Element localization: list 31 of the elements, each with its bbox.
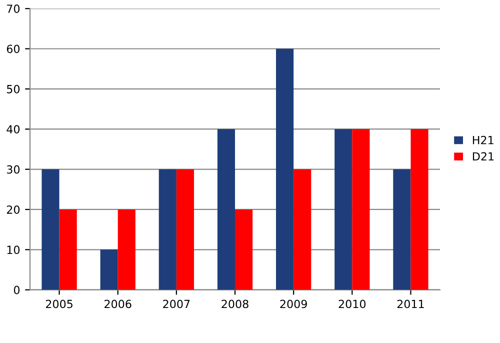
x-tick-label: 2011 <box>397 300 424 308</box>
bar <box>393 169 411 290</box>
bar <box>235 209 253 290</box>
y-tick-label: 70 <box>7 4 20 13</box>
bar <box>100 250 118 290</box>
bar <box>294 169 312 290</box>
bar <box>42 169 60 290</box>
x-tick-label: 2005 <box>46 300 72 308</box>
bar <box>276 48 294 290</box>
bar <box>118 209 136 290</box>
y-tick-label: 0 <box>14 286 20 294</box>
bar <box>334 129 352 290</box>
x-tick-label: 2008 <box>222 300 248 308</box>
y-tick-label: 10 <box>7 246 20 254</box>
bar <box>217 129 235 290</box>
bar <box>410 129 428 290</box>
bar <box>352 129 370 290</box>
y-tick-label: 60 <box>6 44 20 54</box>
y-tick-label: 30 <box>6 165 20 174</box>
x-tick-label: 2006 <box>104 300 132 308</box>
y-tick-label: 40 <box>6 125 20 134</box>
bar <box>158 169 176 290</box>
legend-label: H21 <box>472 136 494 144</box>
x-tick-label: 2009 <box>280 300 307 308</box>
bar <box>176 169 194 290</box>
x-tick-label: 2010 <box>338 300 366 308</box>
y-tick-label: 50 <box>6 84 20 94</box>
x-tick-label: 2007 <box>163 300 190 308</box>
bar <box>59 209 77 290</box>
y-tick-label: 20 <box>6 205 20 214</box>
legend-label: D21 <box>472 152 494 160</box>
